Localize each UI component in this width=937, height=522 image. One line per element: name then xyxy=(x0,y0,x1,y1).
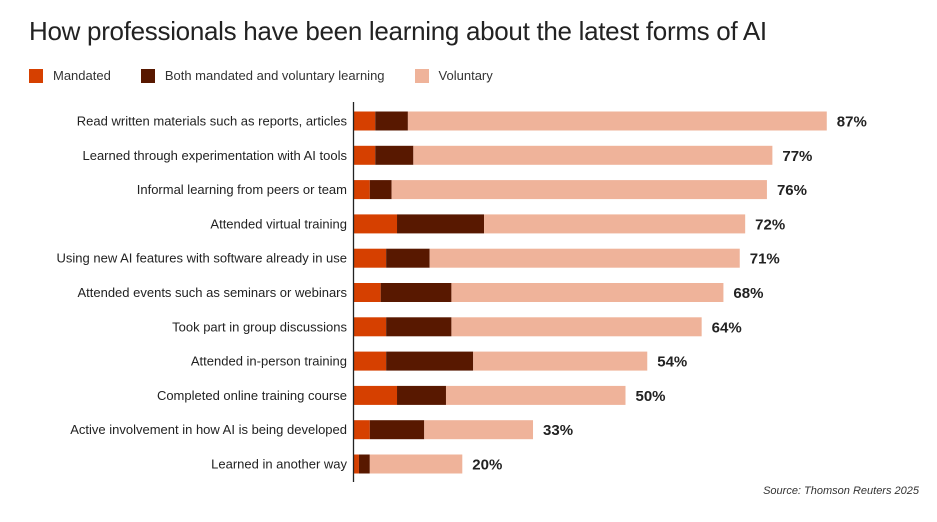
legend: Mandated Both mandated and voluntary lea… xyxy=(29,68,523,83)
total-label: 20% xyxy=(472,457,502,474)
bar-segment-both xyxy=(386,248,430,268)
legend-label: Both mandated and voluntary learning xyxy=(164,68,385,83)
bar-segment-mandated xyxy=(353,351,387,371)
bar-segment-both xyxy=(358,454,370,474)
total-label: 68% xyxy=(733,285,763,302)
bar-segment-voluntary xyxy=(484,214,746,234)
bar-segment-mandated xyxy=(353,420,370,440)
legend-label: Mandated xyxy=(53,68,111,83)
category-label: Attended virtual training xyxy=(210,216,347,231)
bar-segment-voluntary xyxy=(451,317,702,337)
bar-segment-voluntary xyxy=(391,180,767,200)
bar-segment-voluntary xyxy=(424,420,534,440)
bar-segment-voluntary xyxy=(445,385,626,405)
category-label: Active involvement in how AI is being de… xyxy=(70,422,347,437)
total-label: 64% xyxy=(712,319,742,336)
bar-segment-mandated xyxy=(353,214,398,234)
legend-item-voluntary: Voluntary xyxy=(414,68,493,83)
total-label: 71% xyxy=(750,251,780,268)
bar-segment-both xyxy=(375,145,414,165)
category-label: Attended in-person training xyxy=(191,354,347,369)
bar-segment-both xyxy=(369,420,425,440)
legend-item-both: Both mandated and voluntary learning xyxy=(140,68,385,83)
bar-segment-both xyxy=(397,214,485,234)
bar-segment-both xyxy=(386,317,452,337)
total-label: 33% xyxy=(543,422,573,439)
total-label: 77% xyxy=(782,148,812,165)
bar-segment-mandated xyxy=(353,145,376,165)
category-label: Took part in group discussions xyxy=(172,319,347,334)
bar-segment-voluntary xyxy=(429,248,740,268)
bar-segment-both xyxy=(386,351,474,371)
category-label: Attended events such as seminars or webi… xyxy=(77,285,347,300)
bar-segment-voluntary xyxy=(473,351,648,371)
legend-label: Voluntary xyxy=(438,68,493,83)
bar-segment-mandated xyxy=(353,385,398,405)
bar-segment-mandated xyxy=(353,454,359,474)
total-label: 76% xyxy=(777,182,807,199)
bar-segment-both xyxy=(369,180,392,200)
legend-item-mandated: Mandated xyxy=(29,68,111,83)
category-label: Completed online training course xyxy=(157,388,347,403)
bar-segment-mandated xyxy=(353,283,381,302)
category-label: Read written materials such as reports, … xyxy=(77,114,348,129)
bar-segment-mandated xyxy=(353,180,370,200)
bar-segment-voluntary xyxy=(413,145,773,165)
bar-segment-both xyxy=(397,385,446,405)
bar-segment-voluntary xyxy=(407,111,827,131)
bar-segment-voluntary xyxy=(451,283,724,302)
total-label: 72% xyxy=(755,216,785,233)
total-label: 87% xyxy=(837,114,867,131)
bar-segment-mandated xyxy=(353,317,387,337)
bar-segment-both xyxy=(380,283,452,302)
total-label: 54% xyxy=(657,354,687,371)
legend-swatch-voluntary xyxy=(414,68,429,83)
legend-swatch-mandated xyxy=(29,68,43,83)
total-label: 50% xyxy=(636,388,666,405)
category-label: Informal learning from peers or team xyxy=(137,182,347,197)
bar-segment-voluntary xyxy=(369,454,463,474)
chart-title: How professionals have been learning abo… xyxy=(29,16,767,46)
legend-swatch-both xyxy=(140,68,155,83)
bar-segment-mandated xyxy=(353,111,376,131)
source-note: Source: Thomson Reuters 2025 xyxy=(763,485,919,497)
bar-segment-both xyxy=(375,111,408,131)
bar-segment-mandated xyxy=(353,248,387,268)
category-label: Using new AI features with software alre… xyxy=(57,251,347,266)
category-label: Learned in another way xyxy=(211,457,347,472)
category-label: Learned through experimentation with AI … xyxy=(82,148,347,163)
